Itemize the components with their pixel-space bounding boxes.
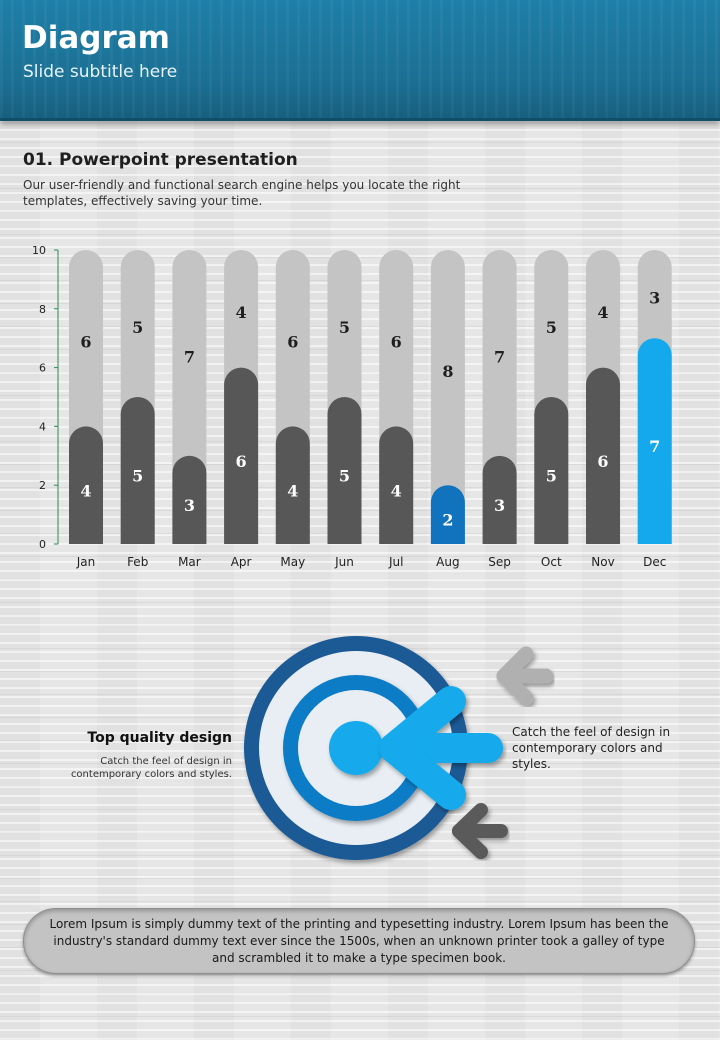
x-category-label: Oct <box>541 555 562 569</box>
bar-value <box>637 338 672 544</box>
y-tick-label: 2 <box>39 479 46 492</box>
footer-box: Lorem Ipsum is simply dummy text of the … <box>23 908 695 974</box>
bar-value <box>172 455 207 544</box>
x-category-label: Aug <box>436 555 459 569</box>
bar-value-label: 4 <box>391 481 402 500</box>
header-banner <box>0 0 720 121</box>
bar-remainder-label: 5 <box>339 318 350 337</box>
section-title: 01. Powerpoint presentation <box>23 150 298 170</box>
bar-value <box>120 397 155 544</box>
bar-value <box>534 397 569 544</box>
bar-value <box>430 485 465 544</box>
bar-value-label: 5 <box>339 467 350 486</box>
bar-value-label: 6 <box>597 452 608 471</box>
bar-remainder-label: 4 <box>597 303 608 322</box>
x-category-label: Jan <box>76 555 96 569</box>
x-category-label: Apr <box>231 555 252 569</box>
arrow-left-icon <box>379 686 503 810</box>
bar-value <box>379 426 414 544</box>
bar-remainder-label: 7 <box>494 347 505 366</box>
bar-value-label: 3 <box>494 496 505 515</box>
footer-text: Lorem Ipsum is simply dummy text of the … <box>49 916 669 965</box>
bar-remainder-label: 8 <box>442 362 453 381</box>
left-callout-text: Catch the feel of design in contemporary… <box>70 756 232 780</box>
x-category-label: Jul <box>388 555 403 569</box>
bar-value-label: 2 <box>442 511 453 530</box>
bar-remainder-label: 6 <box>80 333 91 352</box>
bar-value-label: 7 <box>649 437 660 456</box>
bar-remainder-label: 5 <box>132 318 143 337</box>
bar-value-label: 5 <box>132 467 143 486</box>
bar-value-label: 4 <box>80 481 91 500</box>
bar-value-label: 3 <box>184 496 195 515</box>
bar-value-label: 4 <box>287 481 298 500</box>
x-category-label: Nov <box>591 555 614 569</box>
bar-remainder-label: 4 <box>236 303 247 322</box>
bar-value <box>224 367 259 544</box>
x-category-label: May <box>280 555 305 569</box>
x-category-label: Dec <box>643 555 666 569</box>
y-tick-label: 0 <box>39 538 46 551</box>
bar-remainder-label: 7 <box>184 347 195 366</box>
y-tick-label: 10 <box>32 244 46 257</box>
section-description: Our user-friendly and functional search … <box>23 178 461 208</box>
bar-value <box>275 426 310 544</box>
right-callout-text: Catch the feel of design in contemporary… <box>512 725 671 771</box>
bar-remainder-label: 3 <box>649 289 660 308</box>
page-title: Diagram <box>22 20 170 56</box>
bar-value <box>586 367 620 544</box>
x-category-label: Sep <box>488 555 511 569</box>
bar-background <box>430 250 465 544</box>
bar-value-label: 6 <box>236 452 247 471</box>
left-callout-title: Top quality design <box>87 730 232 746</box>
target-graphic <box>244 636 554 860</box>
bar-remainder-label: 6 <box>287 333 298 352</box>
y-tick-label: 4 <box>39 420 46 433</box>
bar-remainder-label: 5 <box>546 318 557 337</box>
x-category-label: Jun <box>334 555 354 569</box>
bar-value <box>69 426 103 544</box>
y-tick-label: 8 <box>39 303 46 316</box>
target-icon <box>244 636 468 860</box>
bar-value <box>327 397 362 544</box>
y-tick-label: 6 <box>39 362 46 375</box>
x-category-label: Feb <box>127 555 148 569</box>
arrow-left-icon <box>452 803 508 859</box>
bar-value-label: 5 <box>546 467 557 486</box>
bar-remainder-label: 6 <box>391 333 402 352</box>
stacked-bar-chart: 0 2 4 6 8 10 4 6 Jan 5 5 Feb 3 7 Mar 6 4 Apr 4 6 May 5 5 Jun 4 6… <box>32 244 672 569</box>
x-category-label: Mar <box>178 555 201 569</box>
page-subtitle: Slide subtitle here <box>23 62 178 82</box>
arrow-left-icon <box>496 646 554 706</box>
bar-value <box>482 455 517 544</box>
